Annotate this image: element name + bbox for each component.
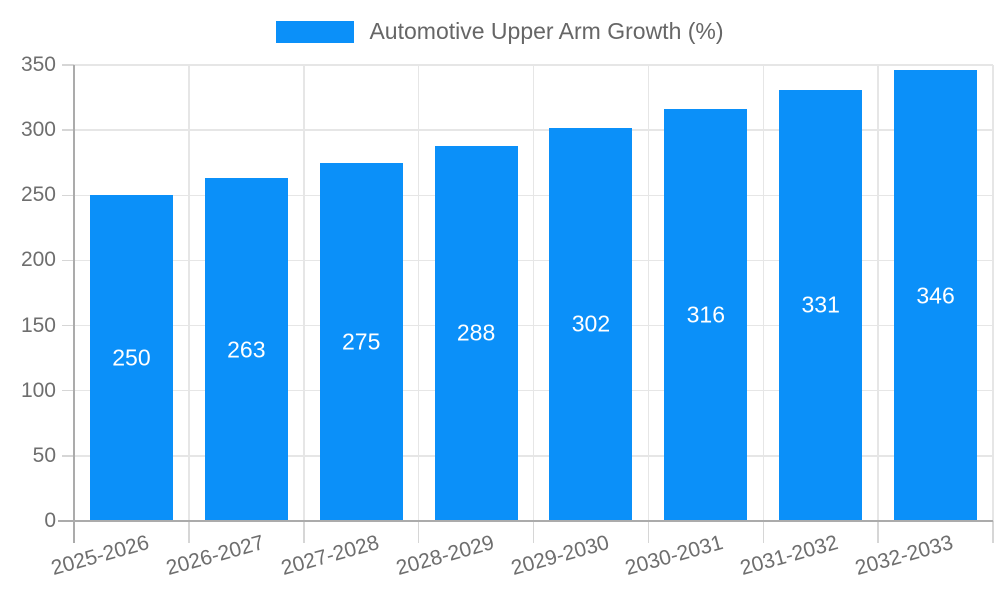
x-axis-tick xyxy=(762,521,764,543)
x-axis-tick xyxy=(532,521,535,543)
y-axis-line xyxy=(73,65,75,543)
bar[interactable] xyxy=(549,127,633,521)
x-axis-label: 2029-2030 xyxy=(508,531,612,581)
y-axis-tick xyxy=(62,455,74,457)
x-axis-tick xyxy=(417,521,420,543)
gridline-vertical xyxy=(417,65,420,521)
gridline-vertical xyxy=(992,65,994,521)
y-axis-tick xyxy=(62,259,74,262)
bar-value-label: 302 xyxy=(571,310,611,337)
gridline-vertical xyxy=(762,65,764,521)
bar-value-label: 250 xyxy=(112,344,151,371)
bar[interactable] xyxy=(664,109,748,521)
bar[interactable] xyxy=(434,145,518,521)
y-axis-tick xyxy=(62,324,74,327)
bar-value-label: 263 xyxy=(227,336,266,363)
y-axis-tick xyxy=(62,64,74,66)
x-axis-label: 2025-2026 xyxy=(48,531,152,581)
gridline-vertical xyxy=(532,65,535,521)
x-axis-tick xyxy=(992,521,994,543)
y-axis-label: 350 xyxy=(20,53,56,76)
bar[interactable] xyxy=(204,178,288,521)
bar-value-label: 288 xyxy=(456,319,496,346)
x-axis-label: 2030-2031 xyxy=(623,531,726,581)
gridline-vertical xyxy=(647,65,650,521)
y-axis-label: 0 xyxy=(44,509,56,532)
y-axis-label: 300 xyxy=(20,118,56,142)
x-axis-label: 2027-2028 xyxy=(278,531,382,581)
x-axis-label: 2028-2029 xyxy=(393,531,497,581)
x-axis-tick xyxy=(647,521,650,543)
bar-value-label: 346 xyxy=(916,282,955,309)
x-axis-tick xyxy=(188,521,190,543)
bar-value-label: 316 xyxy=(686,301,725,328)
x-axis-line xyxy=(58,520,993,522)
y-axis-tick xyxy=(62,129,74,131)
x-axis-label: 2031-2032 xyxy=(737,531,841,581)
bar[interactable] xyxy=(89,195,173,521)
bar[interactable] xyxy=(779,89,863,521)
bar[interactable] xyxy=(894,70,978,521)
y-axis-label: 200 xyxy=(20,248,56,272)
y-axis-tick xyxy=(62,389,74,392)
x-axis-label: 2032-2033 xyxy=(852,531,956,581)
y-axis-label: 150 xyxy=(20,313,56,337)
bar[interactable] xyxy=(319,162,403,521)
gridline-vertical xyxy=(877,65,879,521)
gridline-vertical xyxy=(188,65,190,521)
x-axis-tick xyxy=(877,521,879,543)
bar-value-label: 275 xyxy=(342,328,381,355)
gridline-vertical xyxy=(303,65,305,521)
bar-value-label: 331 xyxy=(801,291,840,318)
legend-swatch xyxy=(276,20,355,43)
y-axis-tick xyxy=(62,194,74,197)
legend-label: Automotive Upper Arm Growth (%) xyxy=(369,18,724,44)
legend-item[interactable]: Automotive Upper Arm Growth (%) xyxy=(0,20,1000,43)
y-axis-label: 100 xyxy=(20,378,56,402)
x-axis-label: 2026-2027 xyxy=(163,531,267,581)
y-axis-label: 50 xyxy=(32,443,56,467)
y-axis-label: 250 xyxy=(20,183,56,207)
x-axis-tick xyxy=(303,521,305,543)
